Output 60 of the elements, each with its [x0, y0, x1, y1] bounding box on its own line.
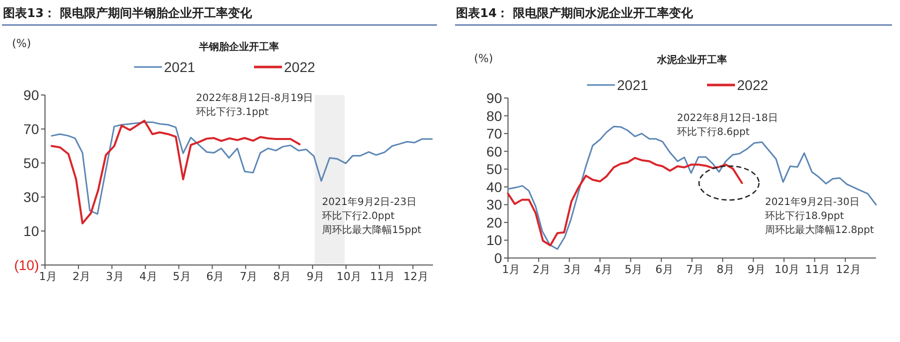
y-tick-label: 30 — [23, 189, 40, 205]
legend-label: 2021 — [617, 77, 648, 93]
annotation: 2021年9月2日-23日 — [322, 196, 417, 208]
y-tick-label: 90 — [23, 87, 40, 103]
annotation: 周环比最大降幅15ppt — [322, 224, 422, 236]
x-tick-label: 1月 — [502, 263, 520, 276]
y-tick-label: 20 — [486, 214, 502, 230]
y-tick-label: 10 — [23, 223, 40, 239]
x-tick-label: 6月 — [655, 263, 674, 276]
x-tick-label: 12月 — [836, 263, 861, 276]
y-axis-title: (%) — [474, 52, 494, 65]
chart-subtitle: 半钢胎企业开工率 — [198, 41, 279, 53]
y-tick-label: 70 — [486, 126, 502, 142]
y-tick-label: 0 — [494, 250, 502, 266]
y-tick-label: 60 — [486, 143, 502, 160]
x-tick-label: 7月 — [240, 270, 258, 283]
x-tick-label: 3月 — [563, 263, 582, 276]
annotation: 2022年8月12日-8月19日 — [196, 92, 314, 104]
x-tick-label: 3月 — [106, 270, 124, 283]
chart-title: 图表13： 限电限产期间半钢胎企业开工率变化 — [3, 6, 253, 20]
chart-subtitle: 水泥企业开工率 — [656, 54, 727, 66]
x-tick-label: 8月 — [273, 270, 292, 283]
x-tick-label: 2月 — [72, 270, 90, 283]
y-tick-label: (10) — [14, 257, 39, 273]
y-tick-label: 90 — [486, 90, 502, 106]
annotation: 环比下行3.1ppt — [196, 106, 269, 118]
x-tick-label: 12月 — [403, 270, 428, 283]
x-tick-label: 11月 — [370, 270, 395, 283]
y-tick-label: 70 — [23, 121, 40, 137]
y-tick-label: 40 — [486, 178, 502, 195]
x-tick-label: 6月 — [206, 270, 224, 283]
x-tick-label: 5月 — [172, 270, 191, 283]
legend-label: 2021 — [164, 59, 196, 75]
y-tick-label: 50 — [23, 155, 40, 171]
annotation: 2021年9月2日-30日 — [765, 196, 860, 208]
x-tick-label: 10月 — [774, 263, 800, 276]
annotation: 环比下行8.6ppt — [677, 126, 750, 138]
legend-label: 2022 — [737, 77, 768, 93]
x-tick-label: 7月 — [686, 263, 704, 276]
x-tick-label: 4月 — [594, 263, 612, 276]
chart-title: 图表14： 限电限产期间水泥企业开工率变化 — [456, 6, 694, 20]
x-tick-label: 8月 — [716, 263, 735, 276]
x-tick-label: 10月 — [336, 270, 362, 283]
y-tick-label: 50 — [486, 161, 502, 178]
x-tick-label: 9月 — [306, 270, 325, 283]
annotation: 2022年8月12日-18日 — [677, 112, 778, 124]
x-tick-label: 4月 — [139, 270, 158, 283]
x-tick-label: 2月 — [532, 263, 551, 276]
annotation: 周环比最大降幅12.8ppt — [765, 224, 874, 236]
x-tick-label: 1月 — [39, 270, 57, 283]
annotation: 环比下行18.9ppt — [765, 210, 844, 222]
x-tick-label: 5月 — [624, 263, 643, 276]
y-tick-label: 80 — [486, 108, 502, 124]
annotation: 环比下行2.0ppt — [322, 210, 395, 222]
y-axis-title: (%) — [12, 37, 32, 50]
y-tick-label: 10 — [486, 232, 502, 248]
y-tick-label: 30 — [486, 196, 502, 213]
x-tick-label: 9月 — [747, 263, 766, 276]
x-tick-label: 11月 — [805, 263, 830, 276]
legend-label: 2022 — [284, 59, 316, 75]
